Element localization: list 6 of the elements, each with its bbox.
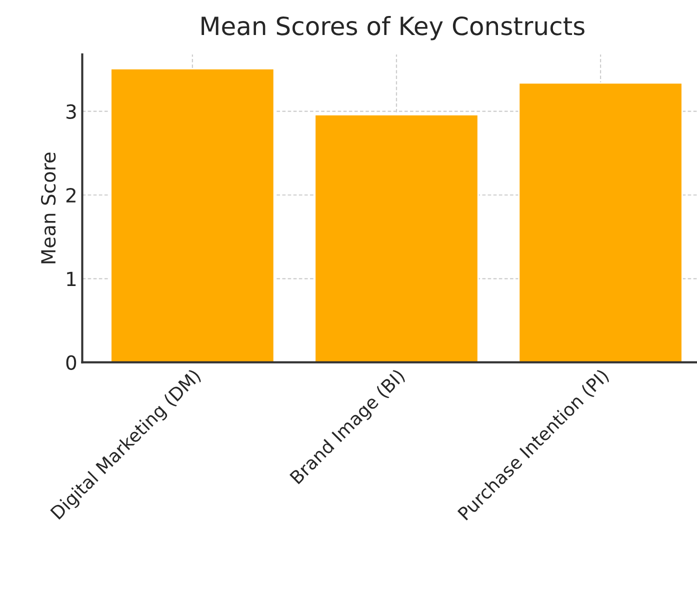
y-tick-label: 1 <box>67 272 76 286</box>
y-tick-label: 0 <box>66 355 76 370</box>
chart-title: Mean Scores of Key Constructs <box>202 16 584 40</box>
y-tick-label: 2 <box>66 188 76 202</box>
y-tick-label: 3 <box>66 104 76 120</box>
y-axis-title: Mean Score <box>40 152 56 264</box>
